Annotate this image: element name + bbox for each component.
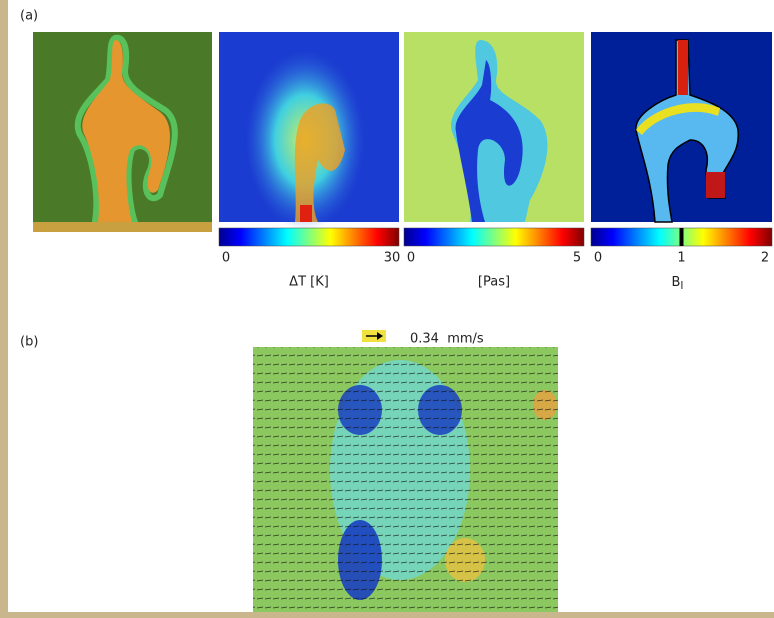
panel-label: (b) <box>20 335 38 350</box>
colorbar-tick-label: 30 <box>384 251 401 266</box>
photo-panel <box>33 32 212 232</box>
label-subscript: l <box>680 279 683 292</box>
label-base: B <box>672 275 681 290</box>
colorbar <box>404 228 584 246</box>
figure: (a) 030ΔT [K]05[Pas]012Bl (b) 0.34 mm/s <box>0 0 774 618</box>
temperature-panel <box>219 32 399 230</box>
viscosity-panel <box>404 32 584 222</box>
colorbar-tick-label: 0 <box>407 251 415 266</box>
colorbar-tick-label: 1 <box>677 251 685 266</box>
colorbar-tick-label: 0 <box>594 251 602 266</box>
scale-label: 0.34 mm/s <box>410 332 484 347</box>
bl-panel <box>591 32 772 222</box>
colorbar-tick-label: 0 <box>222 251 230 266</box>
colorbar-label: [Pas] <box>478 275 510 290</box>
colorbar-marker <box>680 228 684 246</box>
velocity-panel <box>253 347 558 612</box>
scale-arrow <box>362 330 386 342</box>
colorbar-tick-label: 2 <box>761 251 769 266</box>
panel-label: (a) <box>20 9 38 24</box>
colorbar-label: ΔT [K] <box>289 275 329 290</box>
colorbar-tick-label: 5 <box>573 251 581 266</box>
colorbar <box>219 228 399 246</box>
